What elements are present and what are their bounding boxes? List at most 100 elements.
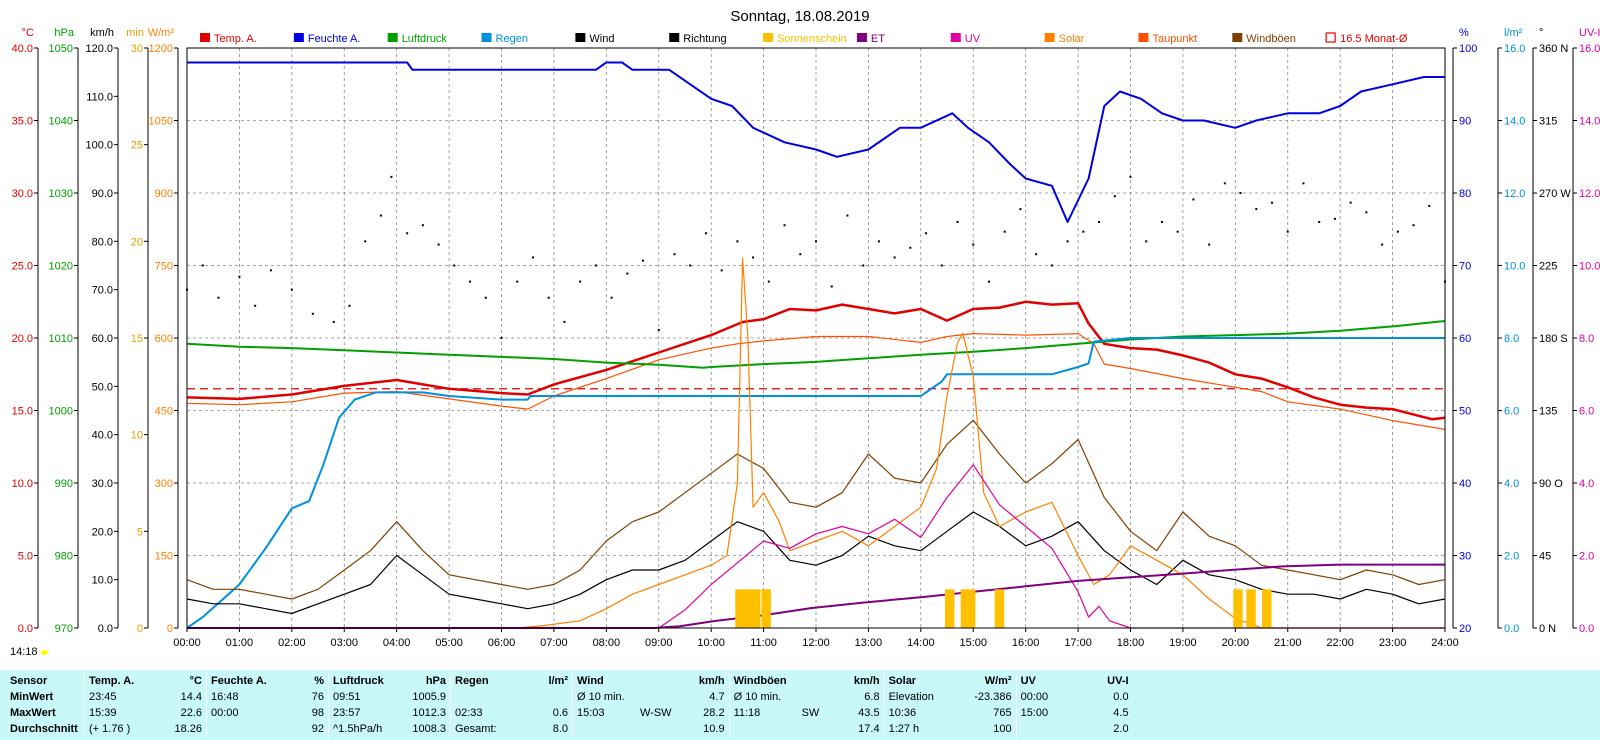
left-axis-tick-label: 0 [137,623,143,635]
direction-point [1192,198,1195,201]
right-axis-tick-label: 16.0 [1504,43,1525,55]
direction-point [752,256,755,259]
x-axis-tick-label: 07:00 [540,637,568,649]
direction-point [909,246,912,249]
max-temp-value: 22.6 [180,707,202,719]
sun-icon [40,649,48,655]
direction-point [254,304,257,307]
right-axis-tick-label: 10.0 [1504,261,1525,273]
direction-point [1066,240,1069,243]
x-axis-tick-label: 04:00 [383,637,411,649]
left-axis-tick-label: 35.0 [12,116,33,128]
regen-header: Regen [450,673,519,689]
chart-legend: Temp. A. Feuchte A. Luftdruck Regen Wind Rich… [200,32,1408,45]
sunshine-bar [735,589,745,628]
legend-swatch-feuchte-a [293,33,304,42]
direction-point [767,280,770,283]
avg-feuchte-value: 92 [311,723,324,735]
right-axis-tick-label: 30 [1459,551,1471,563]
min-uv-time: 00:00 [1015,689,1085,705]
direction-point [348,304,351,307]
direction-point [673,253,676,256]
direction-point [610,296,613,299]
x-axis-tick-label: 00:00 [173,637,201,649]
legend-label-taupunkt: Taupunkt [1152,33,1197,45]
avg-label: Durchschnitt [10,723,78,735]
x-axis-tick-label: 11:00 [750,637,777,649]
x-axis-tick-label: 14:00 [907,637,935,649]
left-axis-tick-label: 40.0 [92,430,113,442]
direction-point [1318,221,1321,223]
legend-swatch-uv [950,33,961,42]
max-druck-value: 1012.3 [412,707,446,719]
x-axis-tick-label: 08:00 [593,637,621,649]
direction-point [437,243,440,246]
min-druck-value: 1005.9 [412,691,446,703]
direction-point [238,275,241,278]
avg-feuchte-time [206,721,275,737]
min-wind-dir [636,689,676,705]
right-axis-tick-label: 4.0 [1504,478,1519,490]
max-boeen-value: 43.5 [858,707,880,719]
x-axis-tick-label: 15:00 [959,637,987,649]
x-axis-tick-label: 02:00 [278,637,306,649]
right-axis-tick-label: 8.0 [1504,333,1519,345]
max-wind-time: 15:03 [572,705,636,721]
max-boeen-dir: SW [801,707,820,719]
direction-point [1113,195,1116,198]
legend-swatch-taupunkt [1138,33,1149,42]
left-axis-tick-label: 5 [137,526,143,538]
left-axis-tick-label: 0.0 [18,623,33,635]
left-axis-unit-hpa: hPa [54,27,74,39]
right-axis-tick-label: 2.0 [1504,551,1519,563]
direction-point [1428,204,1431,207]
stats-sensor-header: Sensor [10,675,48,687]
direction-point [1255,208,1258,211]
max-wind-value: 28.2 [703,707,725,719]
regen-unit: l/m² [548,675,568,687]
direction-point [736,240,739,243]
direction-point [877,240,880,243]
direction-point [379,214,382,217]
right-axis-tick-label: 12.0 [1579,188,1600,200]
x-axis-tick-label: 13:00 [855,637,883,649]
direction-point [1239,192,1242,194]
right-axis-tick-label: 315 [1539,116,1557,128]
avg-solar-time: 1:27 h [883,721,953,737]
x-axis-tick-label: 01:00 [226,637,254,649]
right-axis-tick-label: 45 [1539,551,1551,563]
avg-druck-time: ^1.5hPa/h [328,721,397,737]
solar-header: Solar [883,673,953,689]
left-axis-tick-label: 0 [167,623,173,635]
max-temp-time: 15:39 [84,705,153,721]
direction-point [1208,243,1211,246]
sunshine-bar [1246,589,1256,628]
min-solar-time: Elevation [883,689,953,705]
series-line-feuchte-a [187,61,1445,223]
left-axis-tick-label: 10.0 [92,575,113,587]
left-axis-tick-label: 750 [155,261,173,273]
direction-point [1412,224,1415,227]
avg-wind-value: 10.9 [703,723,725,735]
min-feuchte-time: 16:48 [206,689,275,705]
feuchte-header: Feuchte A. [206,673,275,689]
left-axis-tick-label: 50.0 [92,381,113,393]
direction-point [987,280,990,283]
right-axis-tick-label: 14.0 [1504,116,1525,128]
max-regen-time: 02:33 [450,705,519,721]
right-axis-unit-deg: % [1459,27,1469,39]
legend-label-sonnenschein: Sonnenschein [777,33,847,45]
wind-unit: km/h [698,675,725,687]
left-axis-tick-label: 5.0 [18,551,33,563]
legend-swatch-wind [575,33,586,42]
right-axis-unit-deg: ° [1539,27,1543,39]
direction-point [1160,221,1163,223]
left-axis-tick-label: 10 [131,430,143,442]
right-axis-tick-label: 135 [1539,406,1557,418]
avg-temp-time: (+ 1.76 ) [84,721,153,737]
stats-header-row: Sensor Temp. A. °C Feuchte A. % Luftdruc… [6,673,1133,689]
legend-swatch-regen [481,33,492,42]
direction-point [516,280,519,283]
left-axis-unit-min: min [126,27,144,39]
left-axis-tick-label: 900 [155,188,173,200]
